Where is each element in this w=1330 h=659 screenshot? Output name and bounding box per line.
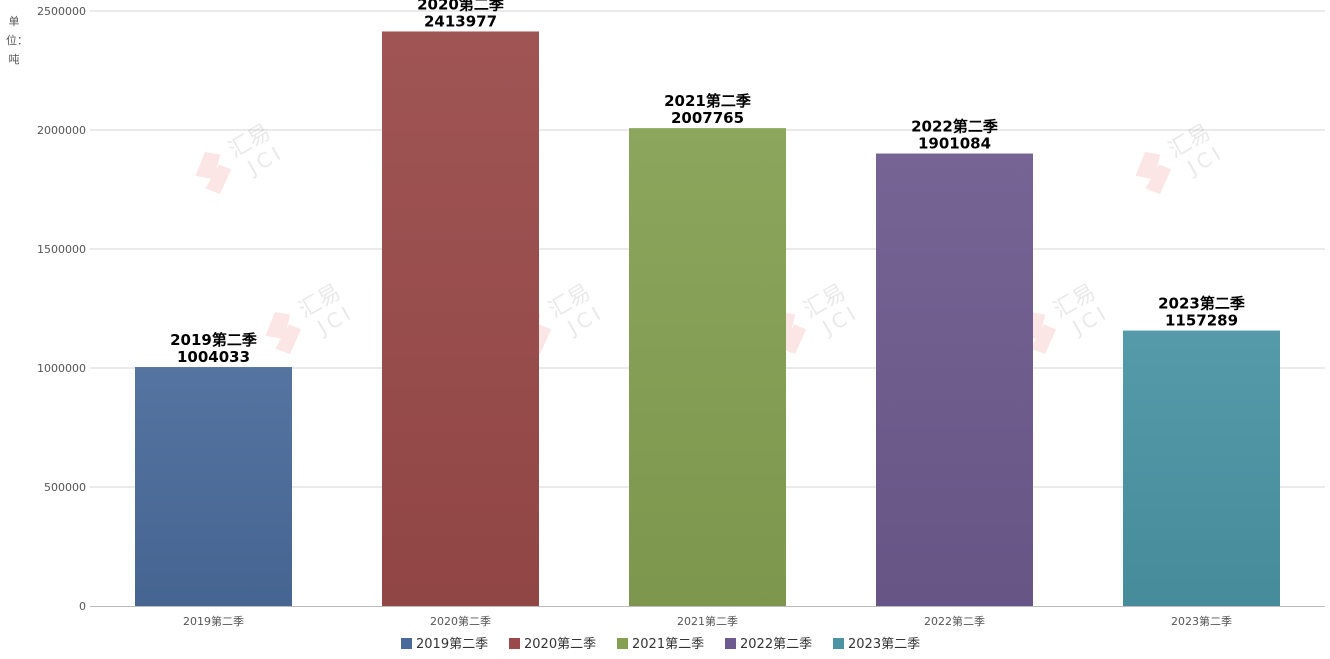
axes: 0 500000 1000000 1500000 2000000 2500000 2019第… xyxy=(37,5,1325,628)
data-label-value: 1901084 xyxy=(918,135,991,153)
y-tick-label: 1500000 xyxy=(37,243,86,256)
legend-label: 2023第二季 xyxy=(848,637,920,652)
bar-1 xyxy=(135,367,292,606)
data-label-value: 1004033 xyxy=(177,348,250,366)
legend-item-2[interactable]: 2020第二季 xyxy=(509,637,596,652)
legend-swatch xyxy=(509,638,520,649)
legend-label: 2021第二季 xyxy=(632,637,704,652)
bar-5 xyxy=(1123,330,1280,606)
x-tick-label: 2021第二季 xyxy=(677,614,738,628)
y-tick-label: 2000000 xyxy=(37,124,86,137)
legend-label: 2019第二季 xyxy=(416,637,488,652)
x-tick-label: 2019第二季 xyxy=(183,614,244,628)
legend-swatch xyxy=(401,638,412,649)
data-label-value: 1157289 xyxy=(1165,312,1238,330)
y-tick-label: 0 xyxy=(79,600,86,613)
bar-4 xyxy=(876,153,1033,607)
y-tick-label: 2500000 xyxy=(37,5,86,18)
x-tick-label: 2022第二季 xyxy=(924,614,985,628)
legend-item-5[interactable]: 2023第二季 xyxy=(833,637,920,652)
x-tick-label: 2023第二季 xyxy=(1171,614,1232,628)
legend-swatch xyxy=(725,638,736,649)
data-label-category: 2019第二季 xyxy=(170,331,257,349)
legend-item-3[interactable]: 2021第二季 xyxy=(617,637,704,652)
data-label-category: 2020第二季 xyxy=(417,0,504,13)
legend-item-4[interactable]: 2022第二季 xyxy=(725,637,812,652)
legend: 2019第二季 2020第二季 2021第二季 2022第二季 2023第二季 xyxy=(401,637,920,652)
legend-label: 2020第二季 xyxy=(524,637,596,652)
data-label-category: 2022第二季 xyxy=(911,118,998,136)
data-label-category: 2023第二季 xyxy=(1158,295,1245,313)
data-label-value: 2413977 xyxy=(424,12,497,30)
legend-swatch xyxy=(617,638,628,649)
y-tick-label: 1000000 xyxy=(37,362,86,375)
y-tick-label: 500000 xyxy=(44,481,86,494)
legend-label: 2022第二季 xyxy=(740,637,812,652)
bar-2 xyxy=(382,31,539,607)
x-tick-label: 2020第二季 xyxy=(430,614,491,628)
bar-3 xyxy=(629,128,786,607)
legend-item-1[interactable]: 2019第二季 xyxy=(401,637,488,652)
data-label-category: 2021第二季 xyxy=(664,92,751,110)
data-label-value: 2007765 xyxy=(671,109,744,127)
legend-swatch xyxy=(833,638,844,649)
